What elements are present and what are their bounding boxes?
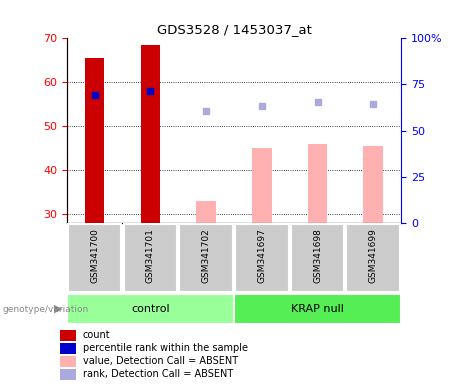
Bar <box>235 224 289 292</box>
Text: GSM341700: GSM341700 <box>90 228 99 283</box>
Bar <box>67 294 234 324</box>
Text: count: count <box>83 330 111 340</box>
Text: GSM341698: GSM341698 <box>313 228 322 283</box>
Bar <box>68 224 121 292</box>
Bar <box>347 224 400 292</box>
Bar <box>124 224 177 292</box>
Bar <box>60 356 76 367</box>
Text: rank, Detection Call = ABSENT: rank, Detection Call = ABSENT <box>83 369 233 379</box>
Bar <box>308 144 327 223</box>
Text: ▶: ▶ <box>54 304 63 314</box>
Bar <box>60 369 76 380</box>
Bar <box>363 146 383 223</box>
Title: GDS3528 / 1453037_at: GDS3528 / 1453037_at <box>157 23 311 36</box>
Bar <box>196 201 216 223</box>
Bar <box>60 343 76 354</box>
Text: GSM341697: GSM341697 <box>257 228 266 283</box>
Text: control: control <box>131 304 170 314</box>
Bar <box>85 58 105 223</box>
Text: genotype/variation: genotype/variation <box>2 305 89 314</box>
Bar <box>141 45 160 223</box>
Text: GSM341702: GSM341702 <box>201 228 211 283</box>
Bar <box>179 224 233 292</box>
Text: GSM341701: GSM341701 <box>146 228 155 283</box>
Bar <box>252 148 272 223</box>
Text: KRAP null: KRAP null <box>291 304 344 314</box>
Bar <box>60 330 76 341</box>
Bar <box>291 224 344 292</box>
Bar <box>234 294 401 324</box>
Text: GSM341699: GSM341699 <box>369 228 378 283</box>
Text: percentile rank within the sample: percentile rank within the sample <box>83 343 248 353</box>
Text: value, Detection Call = ABSENT: value, Detection Call = ABSENT <box>83 356 238 366</box>
